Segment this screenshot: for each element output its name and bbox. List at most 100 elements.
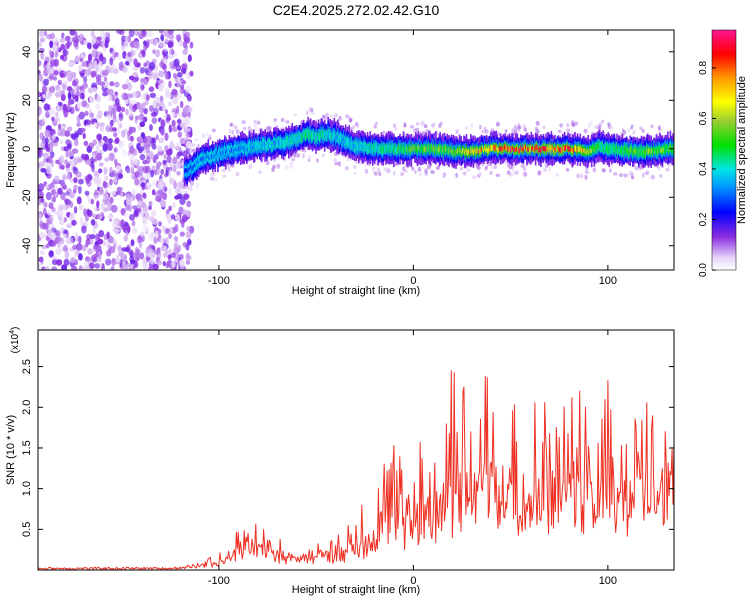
spectrogram-signal-cell bbox=[440, 145, 442, 152]
spectrogram-noise-cell bbox=[111, 107, 117, 115]
spectrogram-noise-cell bbox=[115, 98, 120, 106]
spectrogram-noise-cell bbox=[152, 100, 157, 107]
spectrogram-signal-cell bbox=[578, 145, 581, 152]
spectrogram-halo-cell bbox=[214, 177, 218, 182]
spectrogram-halo-cell bbox=[373, 124, 377, 129]
spectrogram-noise-cell bbox=[86, 42, 92, 49]
spectrogram-signal-cell bbox=[449, 148, 452, 153]
spectrogram-signal-cell bbox=[316, 135, 319, 142]
spectrogram-signal-cell bbox=[566, 145, 568, 150]
spectrogram-noise-cell bbox=[96, 133, 102, 141]
spectrogram-noise-cell bbox=[142, 192, 147, 199]
spectrogram-noise-cell bbox=[152, 179, 158, 188]
spectrogram-noise-cell bbox=[81, 61, 87, 67]
spectrogram-noise-cell bbox=[174, 224, 179, 233]
spectrogram-halo-cell bbox=[235, 129, 240, 135]
spectrogram-noise-cell bbox=[39, 250, 45, 255]
spectrogram-signal-cell bbox=[400, 145, 403, 152]
spectrogram-noise-cell bbox=[164, 249, 170, 254]
spectrogram-halo-cell bbox=[236, 172, 240, 177]
spectrogram-noise-cell bbox=[160, 200, 167, 208]
spectrogram-noise-cell bbox=[124, 246, 130, 252]
spectrogram-noise-cell bbox=[176, 152, 181, 160]
spectrogram-halo-cell bbox=[435, 166, 440, 170]
spectrogram-halo-cell bbox=[308, 155, 312, 160]
spectrogram-signal-cell bbox=[577, 146, 580, 152]
spectrogram-noise-cell bbox=[56, 247, 61, 255]
spectrogram-signal-cell bbox=[462, 147, 464, 154]
spectrogram-noise-cell bbox=[139, 153, 146, 161]
spectrogram-halo-cell bbox=[310, 108, 314, 113]
spectrogram-signal-cell bbox=[211, 154, 213, 159]
spectrogram-signal-cell bbox=[267, 142, 269, 147]
spectrogram-halo-cell bbox=[476, 165, 481, 171]
spectrogram-signal-cell bbox=[302, 131, 305, 138]
spectrogram-halo-cell bbox=[638, 165, 644, 170]
spectrogram-signal-cell bbox=[249, 143, 252, 150]
spectrogram-signal-cell bbox=[503, 146, 505, 151]
spectrogram-halo-cell bbox=[414, 169, 417, 174]
spectrogram-noise-cell bbox=[99, 81, 106, 86]
spectrogram-signal-cell bbox=[506, 146, 509, 152]
spectrogram-noise-cell bbox=[96, 213, 101, 220]
spectrogram-signal-cell bbox=[200, 156, 203, 161]
spectrogram-halo-cell bbox=[657, 125, 662, 131]
spectrogram-noise-cell bbox=[182, 48, 188, 56]
spectrogram-noise-cell bbox=[53, 70, 59, 76]
spectrogram-noise-cell bbox=[78, 253, 83, 261]
spectrogram-signal-cell bbox=[500, 145, 503, 151]
spectrogram-signal-cell bbox=[340, 135, 343, 142]
spectrogram-signal-cell bbox=[517, 147, 519, 151]
spectrogram-noise-cell bbox=[148, 200, 153, 207]
spectrogram-noise-cell bbox=[154, 230, 159, 239]
spectrogram-signal-cell bbox=[569, 146, 572, 152]
spectrogram-noise-cell bbox=[168, 232, 172, 240]
spectrogram-noise-cell bbox=[83, 76, 88, 83]
spectrogram-noise-cell bbox=[41, 36, 46, 43]
spectrogram-noise-cell bbox=[84, 110, 89, 117]
spectrogram-signal-cell bbox=[250, 146, 252, 152]
spectrogram-signal-cell bbox=[195, 162, 197, 168]
spectrogram-halo-cell bbox=[393, 123, 397, 128]
spectrogram-halo-cell bbox=[623, 173, 627, 178]
spectrogram-noise-cell bbox=[159, 30, 164, 34]
spectrogram-signal-cell bbox=[408, 148, 411, 153]
spectrogram-signal-cell bbox=[281, 141, 283, 146]
spectrogram-noise-cell bbox=[131, 220, 136, 227]
spectrogram-noise-cell bbox=[63, 244, 68, 251]
spectrogram-halo-cell bbox=[602, 168, 606, 173]
spectrogram-noise-cell bbox=[52, 43, 58, 52]
spectrogram-noise-cell bbox=[66, 143, 72, 150]
spectrogram-signal-cell bbox=[358, 143, 361, 149]
spectrogram-noise-cell bbox=[70, 133, 76, 139]
spectrogram-halo-cell bbox=[455, 172, 459, 178]
spectrogram-noise-cell bbox=[77, 37, 83, 42]
spectrogram-noise-cell bbox=[104, 31, 110, 38]
spectrogram-signal-cell bbox=[268, 141, 271, 147]
spectrogram-halo-cell bbox=[472, 175, 477, 180]
spectrogram-signal-cell bbox=[413, 145, 415, 150]
spectrogram-noise-cell bbox=[141, 50, 146, 58]
spectrogram-signal-cell bbox=[430, 145, 433, 150]
spectrogram-noise-cell bbox=[93, 175, 99, 184]
snr-multiplier-label: (x104) bbox=[9, 327, 21, 354]
spectrogram-signal-cell bbox=[505, 144, 507, 151]
spectrogram-signal-cell bbox=[618, 146, 620, 152]
spectrogram-signal-cell bbox=[454, 149, 456, 154]
y-tick-label: 40 bbox=[21, 46, 33, 58]
spectrogram-signal-cell bbox=[588, 149, 590, 156]
spectrogram-signal-cell bbox=[514, 147, 517, 152]
spectrogram-signal-cell bbox=[295, 136, 298, 141]
spectrogram-noise-cell bbox=[149, 92, 156, 99]
spectrogram-noise-cell bbox=[58, 123, 62, 131]
spectrogram-noise-cell bbox=[121, 148, 127, 157]
spectrogram-signal-cell bbox=[579, 148, 582, 152]
spectrogram-signal-cell bbox=[632, 150, 634, 156]
spectrogram-noise-cell bbox=[47, 230, 54, 238]
spectrogram-signal-cell bbox=[407, 145, 410, 152]
spectrogram-halo-cell bbox=[484, 128, 489, 135]
spectrogram-noise-cell bbox=[126, 93, 133, 99]
spectrogram-noise-cell bbox=[167, 254, 172, 260]
spectrogram-signal-cell bbox=[377, 147, 379, 152]
spectrogram-noise-cell bbox=[96, 152, 103, 161]
